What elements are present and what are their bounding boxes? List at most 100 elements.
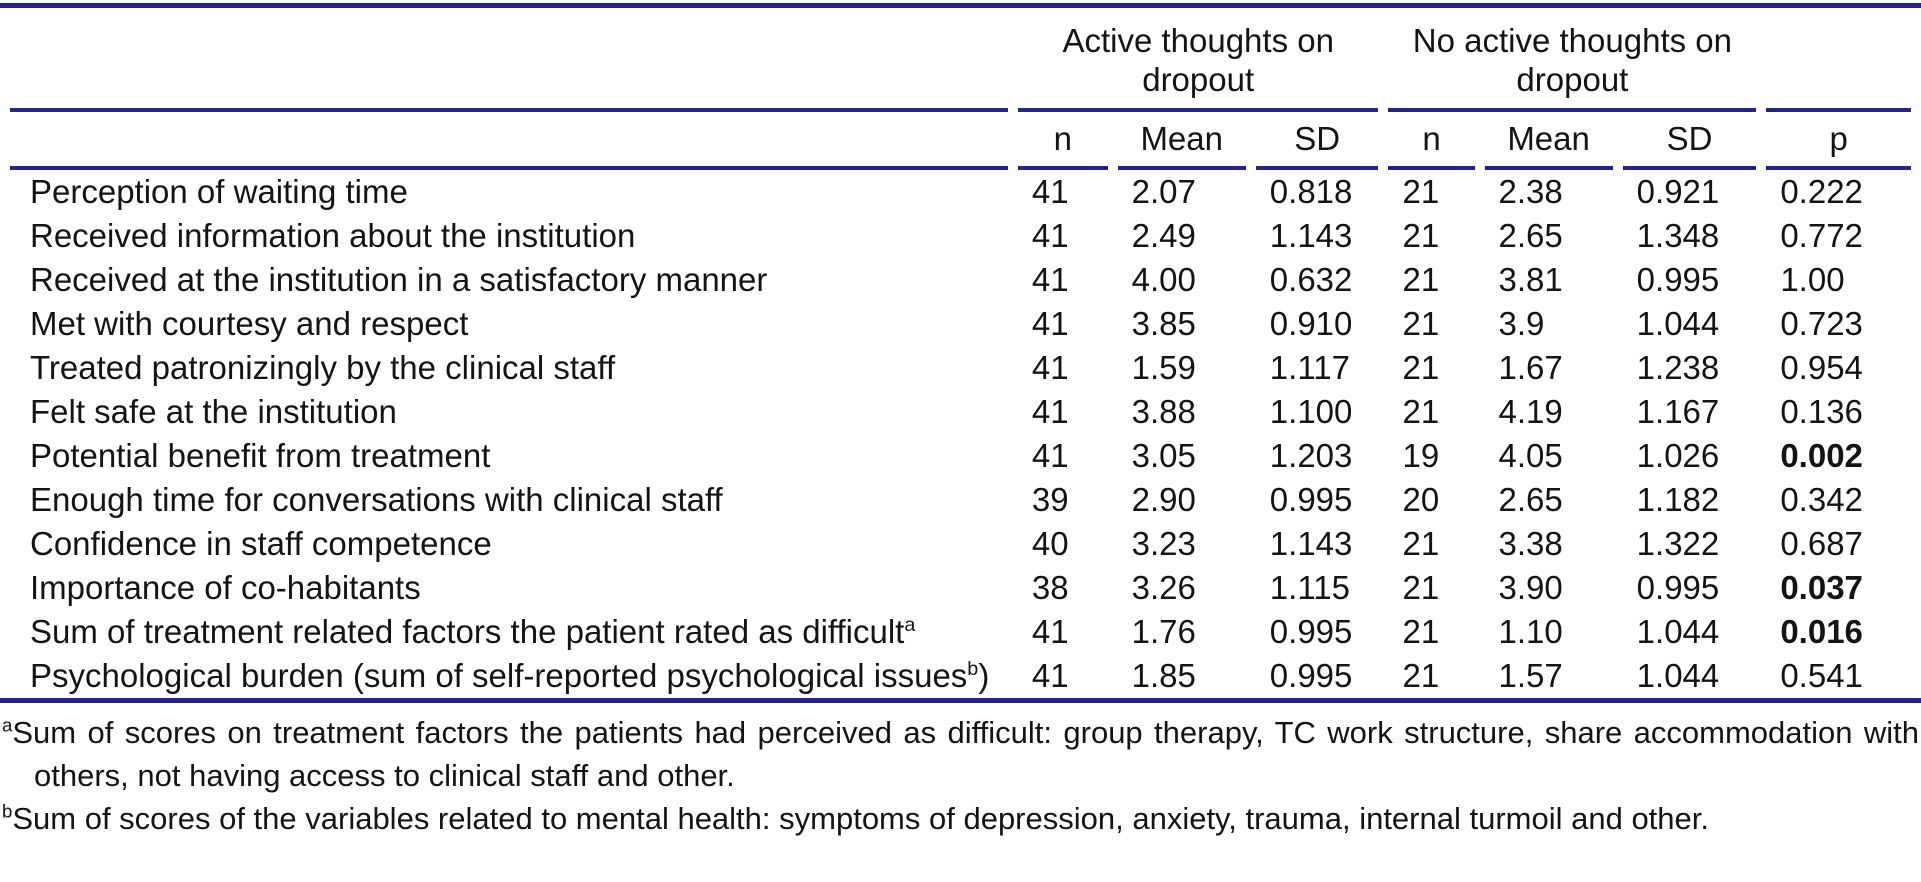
mean-no-active-cell: 1.57 bbox=[1498, 657, 1563, 694]
mean-no-active-cell: 1.67 bbox=[1498, 349, 1563, 386]
row-label: Importance of co-habitants bbox=[30, 569, 421, 606]
n-no-active-cell: 21 bbox=[1402, 657, 1440, 694]
sd-no-active-cell: 1.182 bbox=[1636, 481, 1720, 518]
sd-no-active-cell: 1.348 bbox=[1636, 217, 1720, 254]
footnote-marker: a bbox=[904, 614, 916, 636]
stub-subheader-cell bbox=[10, 112, 1008, 170]
sd-no-active-cell: 0.995 bbox=[1636, 261, 1720, 298]
mean-active-cell: 4.00 bbox=[1131, 261, 1196, 298]
table-row: Treated patronizingly by the clinical st… bbox=[10, 346, 1911, 390]
table-row: Sum of treatment related factors the pat… bbox=[10, 610, 1911, 654]
footnote-marker: b bbox=[967, 658, 979, 680]
mean-active-cell: 3.85 bbox=[1131, 305, 1196, 342]
row-label: Enough time for conversations with clini… bbox=[30, 481, 723, 518]
sd-no-active-cell: 1.044 bbox=[1636, 613, 1720, 650]
n-no-active-cell: 20 bbox=[1402, 481, 1440, 518]
footnote-a-text: Sum of scores on treatment factors the p… bbox=[12, 715, 1919, 793]
p-value: 0.954 bbox=[1780, 349, 1863, 386]
sd-active-cell: 0.818 bbox=[1269, 173, 1353, 210]
n-active-cell: 39 bbox=[1031, 481, 1069, 518]
footnote-a: aSum of scores on treatment factors the … bbox=[2, 711, 1919, 797]
p-value: 0.723 bbox=[1780, 305, 1863, 342]
mean-active-cell: 3.23 bbox=[1131, 525, 1196, 562]
row-label: Felt safe at the institution bbox=[30, 393, 397, 430]
n-active-cell: 41 bbox=[1031, 657, 1069, 694]
table-row: Received at the institution in a satisfa… bbox=[10, 258, 1911, 302]
p-header-spacer-cell bbox=[1766, 8, 1911, 112]
col-header-sd-no-active: SD bbox=[1622, 112, 1757, 170]
n-no-active-cell: 21 bbox=[1402, 173, 1440, 210]
sd-no-active-cell: 1.167 bbox=[1636, 393, 1720, 430]
col-header-p: p bbox=[1766, 112, 1911, 170]
table-row: Psychological burden (sum of self-report… bbox=[10, 654, 1911, 698]
mean-no-active-cell: 2.65 bbox=[1498, 481, 1563, 518]
n-active-cell: 41 bbox=[1031, 437, 1069, 474]
mean-active-cell: 3.26 bbox=[1131, 569, 1196, 606]
n-active-cell: 41 bbox=[1031, 217, 1069, 254]
p-value: 1.00 bbox=[1780, 261, 1845, 298]
row-label: Treated patronizingly by the clinical st… bbox=[30, 349, 616, 386]
p-value: 0.222 bbox=[1780, 173, 1863, 210]
row-label: Confidence in staff competence bbox=[30, 525, 492, 562]
column-header-row: n Mean SD n Mean SD p bbox=[10, 112, 1911, 170]
n-no-active-cell: 21 bbox=[1402, 569, 1440, 606]
p-value: 0.687 bbox=[1780, 525, 1863, 562]
row-label: Met with courtesy and respect bbox=[30, 305, 469, 342]
mean-no-active-cell: 4.05 bbox=[1498, 437, 1563, 474]
mean-no-active-cell: 3.90 bbox=[1498, 569, 1563, 606]
group-header-no-active-thoughts: No active thoughts on dropout bbox=[1388, 8, 1757, 112]
mean-active-cell: 1.59 bbox=[1131, 349, 1196, 386]
n-no-active-cell: 21 bbox=[1402, 305, 1440, 342]
p-value: 0.037 bbox=[1780, 569, 1863, 606]
mean-no-active-cell: 4.19 bbox=[1498, 393, 1563, 430]
p-value: 0.342 bbox=[1780, 481, 1863, 518]
sd-active-cell: 1.143 bbox=[1269, 217, 1353, 254]
table-row: Met with courtesy and respect 41 3.85 0.… bbox=[10, 302, 1911, 346]
sd-active-cell: 0.632 bbox=[1269, 261, 1353, 298]
p-value: 0.136 bbox=[1780, 393, 1863, 430]
sd-no-active-cell: 1.044 bbox=[1636, 305, 1720, 342]
sd-active-cell: 1.100 bbox=[1269, 393, 1353, 430]
row-label: Potential benefit from treatment bbox=[30, 437, 491, 474]
p-value: 0.541 bbox=[1780, 657, 1863, 694]
mean-no-active-cell: 2.38 bbox=[1498, 173, 1563, 210]
table-row: Potential benefit from treatment 41 3.05… bbox=[10, 434, 1911, 478]
footnotes: aSum of scores on treatment factors the … bbox=[0, 711, 1921, 840]
col-header-n-active: n bbox=[1017, 112, 1108, 170]
p-value: 0.772 bbox=[1780, 217, 1863, 254]
footnote-b-text: Sum of scores of the variables related t… bbox=[12, 801, 1710, 836]
n-no-active-cell: 21 bbox=[1402, 613, 1440, 650]
table-body: Perception of waiting time 41 2.07 0.818… bbox=[10, 170, 1911, 698]
n-active-cell: 41 bbox=[1031, 349, 1069, 386]
mean-no-active-cell: 3.38 bbox=[1498, 525, 1563, 562]
mean-active-cell: 2.90 bbox=[1131, 481, 1196, 518]
table-row: Confidence in staff competence 40 3.23 1… bbox=[10, 522, 1911, 566]
footnote-a-marker: a bbox=[2, 714, 13, 736]
p-value: 0.002 bbox=[1780, 437, 1863, 474]
col-header-mean-no-active: Mean bbox=[1484, 112, 1613, 170]
sd-no-active-cell: 1.238 bbox=[1636, 349, 1720, 386]
sd-active-cell: 0.995 bbox=[1269, 613, 1353, 650]
table-row: Importance of co-habitants 38 3.26 1.115… bbox=[10, 566, 1911, 610]
mean-active-cell: 1.76 bbox=[1131, 613, 1196, 650]
sd-no-active-cell: 1.026 bbox=[1636, 437, 1720, 474]
row-label: Psychological burden (sum of self-report… bbox=[30, 657, 990, 694]
sd-active-cell: 1.115 bbox=[1269, 569, 1350, 606]
footnote-b-marker: b bbox=[2, 800, 13, 822]
n-active-cell: 41 bbox=[1031, 261, 1069, 298]
stub-header-cell bbox=[10, 8, 1008, 112]
mean-active-cell: 1.85 bbox=[1131, 657, 1196, 694]
sd-active-cell: 1.117 bbox=[1269, 349, 1350, 386]
table-row: Perception of waiting time 41 2.07 0.818… bbox=[10, 170, 1911, 214]
n-active-cell: 40 bbox=[1031, 525, 1069, 562]
col-header-sd-active: SD bbox=[1255, 112, 1379, 170]
table-bottom-rule bbox=[0, 698, 1921, 703]
n-active-cell: 38 bbox=[1031, 569, 1069, 606]
footnote-b: bSum of scores of the variables related … bbox=[2, 797, 1919, 840]
mean-no-active-cell: 3.81 bbox=[1498, 261, 1563, 298]
n-active-cell: 41 bbox=[1031, 393, 1069, 430]
table-row: Received information about the instituti… bbox=[10, 214, 1911, 258]
mean-active-cell: 2.07 bbox=[1131, 173, 1196, 210]
mean-no-active-cell: 1.10 bbox=[1498, 613, 1563, 650]
sd-no-active-cell: 1.044 bbox=[1636, 657, 1720, 694]
